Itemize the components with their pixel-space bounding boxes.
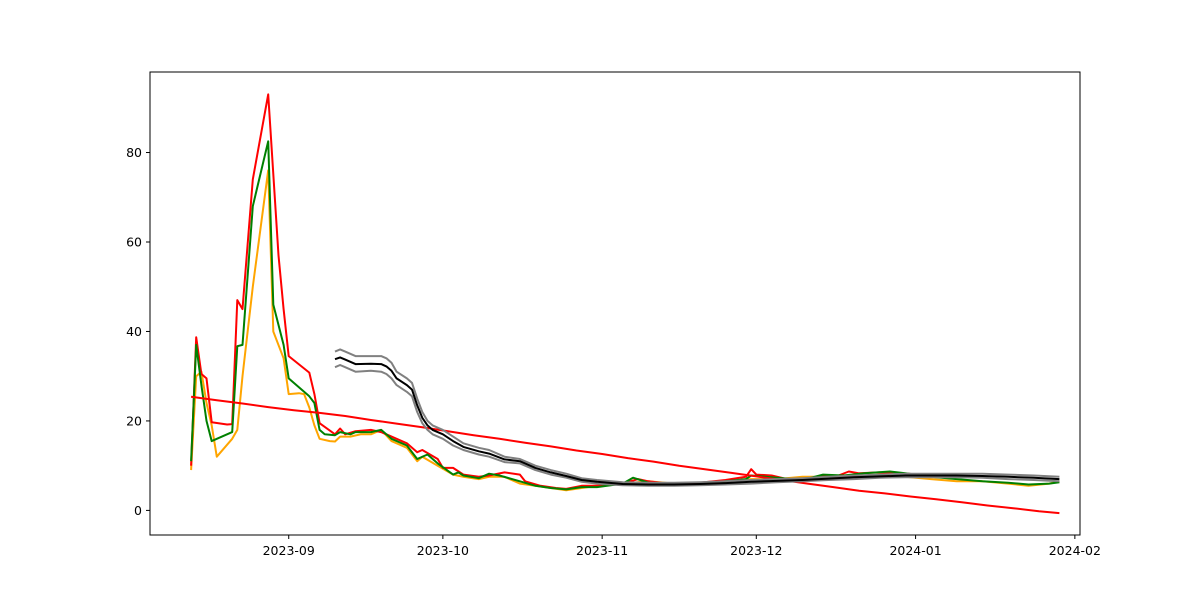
y-axis: 0 20 40 60 80: [126, 145, 150, 518]
x-axis: 2023-09 2023-10 2023-11 2023-12 2024-01 2024-…: [263, 535, 1101, 558]
x-tick-label: 2024-01: [889, 543, 941, 558]
x-tick-label: 2023-12: [730, 543, 782, 558]
series-line-7: [334, 356, 1060, 486]
series-layer: [190, 93, 1060, 515]
series-line-5: [334, 348, 1060, 484]
series-line-4: [190, 395, 1060, 515]
y-tick-label: 20: [126, 413, 142, 428]
x-tick-label: 2023-11: [576, 543, 628, 558]
y-tick-label: 80: [126, 145, 142, 160]
y-tick-label: 0: [134, 503, 142, 518]
x-tick-label: 2023-09: [263, 543, 315, 558]
plot-frame: [149, 71, 1081, 536]
x-tick-label: 2023-10: [417, 543, 469, 558]
y-tick-label: 60: [126, 234, 142, 249]
series-line-2: [190, 93, 921, 490]
y-tick-label: 40: [126, 324, 142, 339]
series-line-6: [334, 364, 1060, 487]
x-tick-label: 2024-02: [1049, 543, 1101, 558]
